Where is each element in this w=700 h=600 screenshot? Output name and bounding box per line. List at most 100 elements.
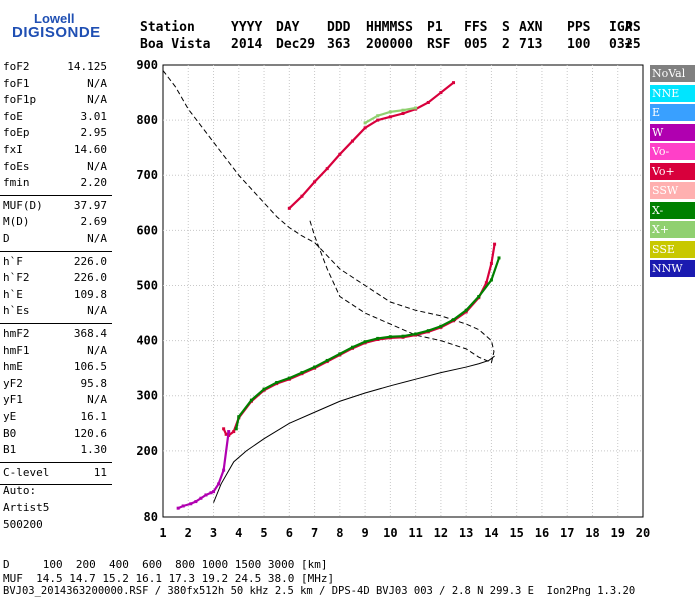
header-label-0: Station (140, 20, 195, 35)
param-value: 11 (93, 465, 107, 479)
header-label-4: HHMMSS (366, 20, 413, 35)
header-value-1: 2014 (231, 37, 263, 52)
legend-item-w: W (650, 123, 695, 141)
param-separator (0, 484, 112, 486)
trace-point (439, 91, 443, 95)
trace-point (452, 318, 456, 322)
x-tick-label: 3 (210, 526, 217, 540)
trace-point (401, 334, 405, 338)
param-row: foEs N/A (3, 160, 107, 176)
param-key: B0 (3, 426, 17, 440)
trace-point (388, 115, 392, 119)
trace-point (325, 358, 329, 362)
param-key: foEp (3, 126, 30, 140)
trace-point (338, 352, 342, 356)
param-key: C-level (3, 465, 50, 479)
trace-point (217, 482, 221, 486)
trace-point (234, 427, 238, 431)
legend-item-vo-: Vo- (650, 143, 695, 160)
x-tick-label: 8 (336, 526, 343, 540)
param-key: hmE (3, 360, 23, 374)
trace-point (313, 365, 317, 369)
logo-digisonde: DIGISONDE (12, 24, 101, 41)
header-label-9: PPS (567, 20, 591, 35)
trace-point (237, 415, 241, 419)
x-tick-label: 11 (408, 526, 422, 540)
param-row: MUF(D) 37.97 (3, 199, 107, 215)
x-tick-label: 20 (636, 526, 650, 540)
param-key: B1 (3, 443, 17, 457)
x-tick-label: 13 (459, 526, 473, 540)
y-tick-label: 200 (136, 444, 158, 458)
param-value: 2.20 (80, 176, 108, 190)
trace-point (464, 308, 468, 312)
header-label-1: YYYY (231, 20, 263, 35)
file-info: BVJ03_2014363200000.RSF / 380fx512h 50 k… (3, 585, 636, 597)
x-tick-label: 14 (484, 526, 498, 540)
param-value: N/A (87, 93, 107, 107)
x-tick-label: 10 (383, 526, 397, 540)
param-row: fmin 2.20 (3, 176, 107, 192)
trace-point (194, 500, 198, 504)
trace-point (363, 121, 367, 125)
param-value: 226.0 (73, 271, 107, 285)
param-row: h`F2 226.0 (3, 271, 107, 287)
trace-point (414, 332, 418, 336)
param-key: foF1p (3, 93, 37, 107)
y-tick-label: 80 (144, 510, 158, 524)
muf-row: MUF 14.5 14.7 15.2 16.1 17.3 19.2 24.5 3… (3, 572, 335, 585)
param-value: 109.8 (73, 287, 107, 301)
trace-point (275, 381, 279, 385)
param-key: fmin (3, 176, 30, 190)
legend-item-noval: NoVal (650, 65, 695, 82)
param-value: 2.95 (80, 126, 108, 140)
trace-point (204, 493, 208, 497)
trace-point (493, 242, 497, 246)
y-tick-label: 800 (136, 113, 158, 127)
header-label-5: P1 (427, 20, 443, 35)
header-value-7: 2 (502, 37, 510, 52)
trace-point (363, 340, 367, 344)
param-row: foF1 N/A (3, 77, 107, 93)
y-tick-label: 600 (136, 223, 158, 237)
trace-point (452, 81, 456, 85)
trace-point (300, 194, 304, 198)
param-row: M(D) 2.69 (3, 215, 107, 231)
trace-point (414, 106, 418, 110)
trace-point (222, 468, 226, 472)
param-key: foF1 (3, 76, 30, 90)
legend-item-nne: NNE (650, 84, 695, 102)
param-key: MUF(D) (3, 198, 43, 212)
header-value-4: 200000 (366, 37, 413, 52)
param-value: N/A (87, 393, 107, 407)
trace-point (464, 310, 468, 314)
trace-point (262, 387, 266, 391)
param-row: foEp 2.95 (3, 126, 107, 142)
trace-point (477, 295, 481, 299)
param-separator (0, 250, 112, 252)
param-value: 95.8 (80, 376, 108, 390)
param-value: 14.60 (73, 143, 107, 156)
legend-item-sse: SSE (650, 240, 695, 258)
param-row: h`Es N/A (3, 304, 107, 320)
y-tick-label: 300 (136, 389, 158, 403)
header-value-2: Dec29 (276, 37, 316, 52)
param-key: foE (3, 109, 23, 123)
param-key: yF2 (3, 376, 23, 390)
x-tick-label: 4 (235, 526, 242, 540)
x-tick-label: 18 (585, 526, 599, 540)
logo-lowell: Lowell (34, 11, 75, 26)
param-key: h`Es (3, 304, 30, 318)
param-value: 368.4 (73, 327, 107, 340)
header-label-6: FFS (464, 20, 488, 35)
param-row: fxI 14.60 (3, 143, 107, 159)
legend-item-x-: X- (650, 201, 695, 219)
param-separator (0, 461, 112, 463)
x-tick-label: 15 (509, 526, 523, 540)
header-value-8: 713 (519, 37, 543, 52)
y-tick-label: 900 (136, 58, 158, 72)
legend-item-e: E (650, 104, 695, 121)
header-value-5: RSF (427, 37, 451, 52)
param-value: 37.97 (73, 198, 107, 212)
param-row: foF1p N/A (3, 93, 107, 109)
